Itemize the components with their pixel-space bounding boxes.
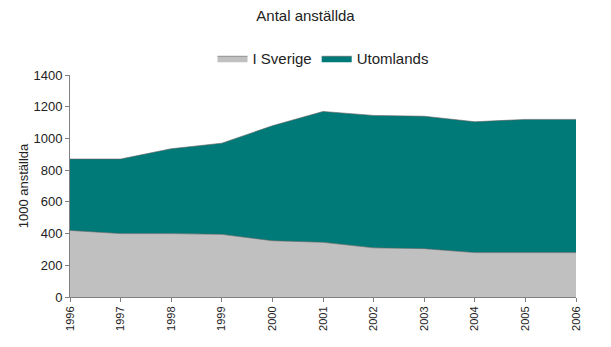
- svg-text:2002: 2002: [367, 306, 379, 330]
- svg-text:1400: 1400: [33, 68, 62, 83]
- svg-text:Antal anställda: Antal anställda: [256, 7, 355, 24]
- svg-text:2005: 2005: [519, 306, 531, 330]
- svg-text:Utomlands: Utomlands: [357, 50, 429, 67]
- svg-text:1999: 1999: [215, 306, 227, 330]
- svg-text:0: 0: [55, 290, 62, 305]
- svg-text:2000: 2000: [266, 306, 278, 330]
- svg-text:1000: 1000: [33, 131, 62, 146]
- svg-text:1998: 1998: [165, 306, 177, 330]
- svg-text:2003: 2003: [418, 306, 430, 330]
- svg-text:I Sverige: I Sverige: [253, 50, 312, 67]
- svg-text:1996: 1996: [64, 306, 76, 330]
- svg-text:400: 400: [41, 226, 63, 241]
- svg-text:800: 800: [41, 163, 63, 178]
- svg-text:2001: 2001: [317, 306, 329, 330]
- svg-text:2004: 2004: [468, 306, 480, 330]
- svg-text:200: 200: [41, 258, 63, 273]
- svg-text:600: 600: [41, 194, 63, 209]
- svg-text:1000 anställda: 1000 anställda: [16, 143, 31, 228]
- svg-text:1200: 1200: [33, 99, 62, 114]
- svg-text:2006: 2006: [570, 306, 582, 330]
- svg-text:1997: 1997: [114, 306, 126, 330]
